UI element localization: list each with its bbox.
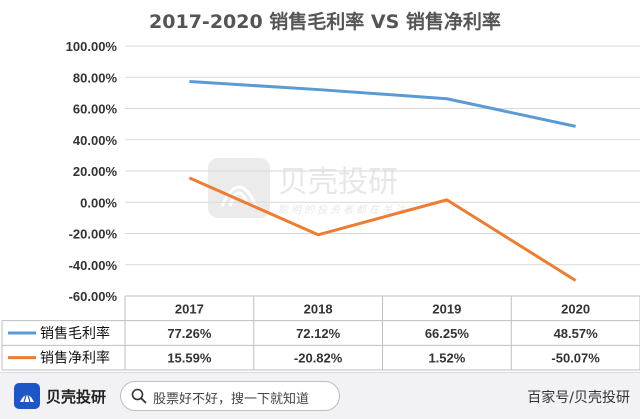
bottom-brand-name[interactable]: 贝壳投研 bbox=[46, 388, 107, 406]
data-label: 72.12% bbox=[296, 326, 341, 341]
watermark-logo-icon bbox=[208, 158, 270, 218]
grid-layer bbox=[125, 45, 640, 297]
data-label: -20.82% bbox=[294, 351, 343, 366]
bottom-bar: 贝壳投研 股票好不好，搜一下就知道 百家号/贝壳投研 bbox=[0, 372, 640, 419]
data-label: -50.07% bbox=[551, 351, 600, 366]
y-tick-label: -40.00% bbox=[69, 258, 118, 273]
watermark-slogan: 聪明的投资者都在关注 bbox=[278, 204, 408, 216]
data-table: 2017 2018 2019 2020 销售毛利率 77.26% 72.12% 66.25% 4… bbox=[1, 295, 640, 371]
data-label: 15.59% bbox=[167, 351, 212, 366]
y-tick-label: 60.00% bbox=[73, 102, 118, 117]
legend-label-2: 销售净利率 bbox=[40, 350, 110, 367]
y-tick-label: 80.00% bbox=[73, 70, 118, 85]
shell-logo-icon[interactable] bbox=[14, 383, 40, 409]
data-label: 66.25% bbox=[425, 326, 470, 341]
y-tick-label: 40.00% bbox=[73, 133, 118, 148]
data-label: 1.52% bbox=[428, 351, 465, 366]
data-label: 48.57% bbox=[554, 326, 599, 341]
y-tick-label: 0.00% bbox=[80, 195, 117, 210]
series-line-1 bbox=[189, 80, 576, 128]
x-category-label: 2018 bbox=[304, 301, 333, 316]
data-label: 77.26% bbox=[167, 326, 212, 341]
x-category-label: 2017 bbox=[175, 301, 204, 316]
chart-svg: 2017-2020 销售毛利率 VS 销售净利率 贝壳投研 聪明的投资者都在关注… bbox=[1, 10, 640, 371]
y-tick-label: -60.00% bbox=[69, 289, 118, 304]
legend-label-1: 销售毛利率 bbox=[40, 325, 110, 342]
chart-area: 2017-2020 销售毛利率 VS 销售净利率 贝壳投研 聪明的投资者都在关注… bbox=[1, 10, 640, 371]
y-tick-label: 20.00% bbox=[73, 164, 118, 179]
watermark-brand: 贝壳投研 bbox=[278, 165, 398, 200]
x-category-label: 2020 bbox=[561, 301, 590, 316]
y-tick-label: 100.00% bbox=[66, 39, 118, 54]
chart-title: 2017-2020 销售毛利率 VS 销售净利率 bbox=[149, 10, 501, 33]
series-lines bbox=[188, 80, 577, 282]
search-box[interactable]: 股票好不好，搜一下就知道 bbox=[120, 381, 340, 411]
y-tick-label: -20.00% bbox=[69, 227, 118, 242]
watermark: 贝壳投研 聪明的投资者都在关注 bbox=[208, 158, 408, 218]
series-line-2 bbox=[188, 176, 577, 282]
y-tick-labels: 100.00% 80.00% 60.00% 40.00% 20.00% 0.00% -20.… bbox=[66, 39, 118, 304]
search-placeholder[interactable]: 股票好不好，搜一下就知道 bbox=[153, 392, 310, 407]
source-credit: 百家号/贝壳投研 bbox=[527, 390, 630, 406]
search-icon bbox=[131, 388, 147, 404]
x-category-label: 2019 bbox=[432, 301, 461, 316]
